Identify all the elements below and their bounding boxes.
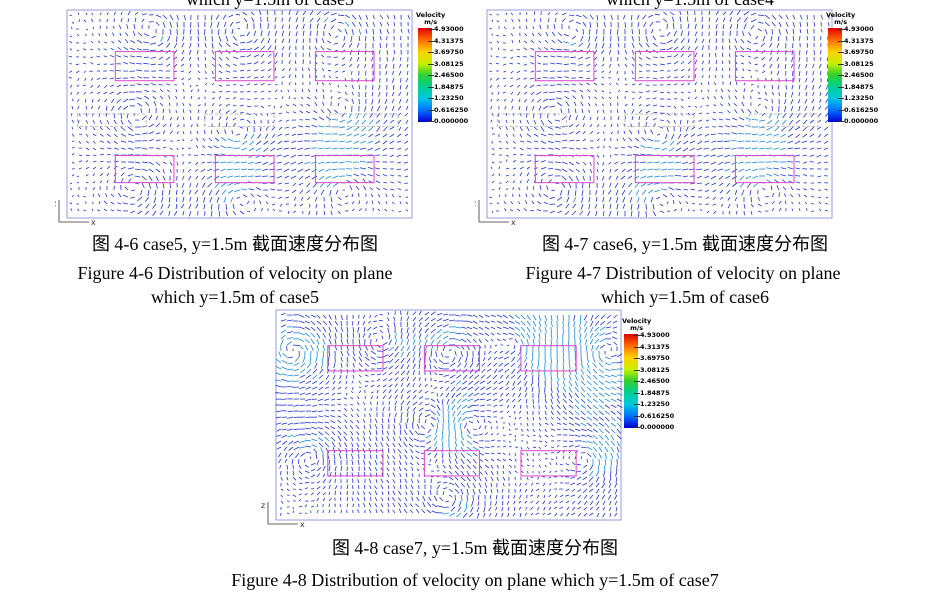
caption-case3-tail: which y=1.5m of case3: [140, 0, 400, 10]
inlet-box: [314, 51, 375, 82]
inlet-box: [634, 155, 695, 184]
axis-triad: [478, 200, 509, 223]
legend-tick: 0.616250: [633, 411, 675, 420]
caption-fig4-7-cn: 图 4-7 case6, y=1.5m 截面速度分布图: [541, 234, 829, 254]
legend-tick: 3.69750: [428, 48, 464, 56]
legend-tick: 3.08125: [838, 59, 874, 68]
inlet-box: [327, 345, 384, 372]
caption-case4-tail: which y=1.5m of case4: [560, 0, 820, 10]
inlet-box: [327, 450, 384, 477]
legend-tick: 1.23250: [634, 400, 670, 408]
legend-tick: 3.69750: [634, 354, 670, 362]
legend-tick: 4.93000: [428, 25, 464, 33]
legend-tick: 0.616250: [427, 105, 469, 114]
inlet-box: [734, 51, 795, 82]
velocity-vectors: [489, 10, 830, 218]
axis-label-x: x: [91, 218, 96, 226]
caption-fig4-7-en-2: which y=1.5m of case6: [600, 287, 770, 307]
legend-tick: 1.84875: [428, 82, 464, 91]
axis-label-z: z: [261, 501, 265, 510]
inlet-box: [534, 51, 595, 82]
legend-tick: 3.08125: [428, 59, 464, 68]
inlet-box: [534, 155, 595, 184]
obstacle-outline: [204, 113, 275, 127]
velocity-plot-case7: zx: [261, 309, 623, 529]
legend-title: Velocity: [826, 11, 856, 19]
caption-fig4-6-cn: 图 4-6 case5, y=1.5m 截面速度分布图: [91, 234, 379, 254]
inlet-box: [520, 450, 577, 477]
legend-tick: 1.84875: [838, 82, 874, 91]
axis-label-z: z: [55, 199, 56, 208]
caption-fig4-6-en-2: which y=1.5m of case5: [150, 287, 320, 307]
obstacle-outline: [328, 113, 399, 127]
legend-tick: 3.08125: [634, 365, 670, 374]
legend-tick: 3.69750: [838, 48, 874, 56]
legend-tick: 2.46500: [634, 377, 670, 385]
inlet-box: [734, 155, 795, 184]
axis-triad: [58, 200, 89, 223]
caption-fig4-7-en: Figure 4-7 Distribution of velocity on p…: [525, 263, 841, 283]
legend-tick: 4.93000: [634, 331, 670, 339]
legend-unit: m/s: [424, 18, 438, 26]
legend-title: Velocity: [622, 317, 652, 325]
velocity-legend-case7: Velocity m/s 4.93000 4.31375 3.69750 3.08125 2…: [622, 317, 674, 431]
legend-tick: 1.84875: [634, 388, 670, 397]
axis-label-x: x: [300, 520, 305, 529]
obstacle-outline: [624, 113, 695, 127]
inlet-box: [423, 345, 481, 372]
legend-tick: 2.46500: [838, 71, 874, 79]
legend-tick: 2.46500: [428, 71, 464, 79]
legend-unit: m/s: [630, 324, 644, 332]
legend-title: Velocity: [416, 11, 446, 19]
inlet-box: [214, 155, 275, 184]
plot-frame: [66, 9, 413, 219]
axis-label-z: z: [475, 199, 476, 208]
velocity-vectors: [68, 10, 410, 217]
inlet-box: [114, 51, 175, 82]
inlet-box: [423, 450, 481, 477]
velocity-legend-case6: Velocity m/s 4.93000 4.31375 3.69750 3.08125 2…: [826, 11, 878, 125]
caption-fig4-6-en: Figure 4-6 Distribution of velocity on p…: [77, 263, 393, 283]
axis-triad: [267, 502, 298, 525]
legend-tick: 4.31375: [838, 36, 874, 45]
inlet-box: [214, 51, 275, 82]
inlet-box: [634, 51, 695, 82]
velocity-plot-case6: zx: [475, 9, 833, 226]
velocity-legend-case5: Velocity m/s 4.93000 4.31375 3.69750 3.08125 2…: [416, 11, 468, 125]
obstacle-outline: [76, 113, 147, 127]
legend-tick: 0.616250: [837, 105, 879, 114]
legend-tick: 0.000000: [633, 423, 675, 431]
legend-tick: 1.23250: [428, 94, 464, 102]
axis-label-x: x: [511, 218, 516, 226]
inlet-box: [114, 155, 175, 184]
obstacle-outline: [496, 113, 567, 127]
legend-tick: 4.31375: [428, 36, 464, 45]
obstacle-outline: [748, 113, 819, 127]
velocity-plot-case5: zx: [55, 9, 413, 226]
legend-tick: 0.000000: [837, 117, 879, 125]
caption-fig4-8-en: Figure 4-8 Distribution of velocity on p…: [231, 570, 719, 590]
inlet-box: [314, 155, 375, 184]
caption-fig4-8-cn: 图 4-8 case7, y=1.5m 截面速度分布图: [331, 538, 619, 558]
legend-tick: 1.23250: [838, 94, 874, 102]
inlet-box: [520, 345, 577, 372]
legend-tick: 0.000000: [427, 117, 469, 125]
velocity-vectors: [274, 310, 623, 519]
legend-tick: 4.31375: [634, 342, 670, 351]
legend-tick: 4.93000: [838, 25, 874, 33]
legend-unit: m/s: [834, 18, 848, 26]
